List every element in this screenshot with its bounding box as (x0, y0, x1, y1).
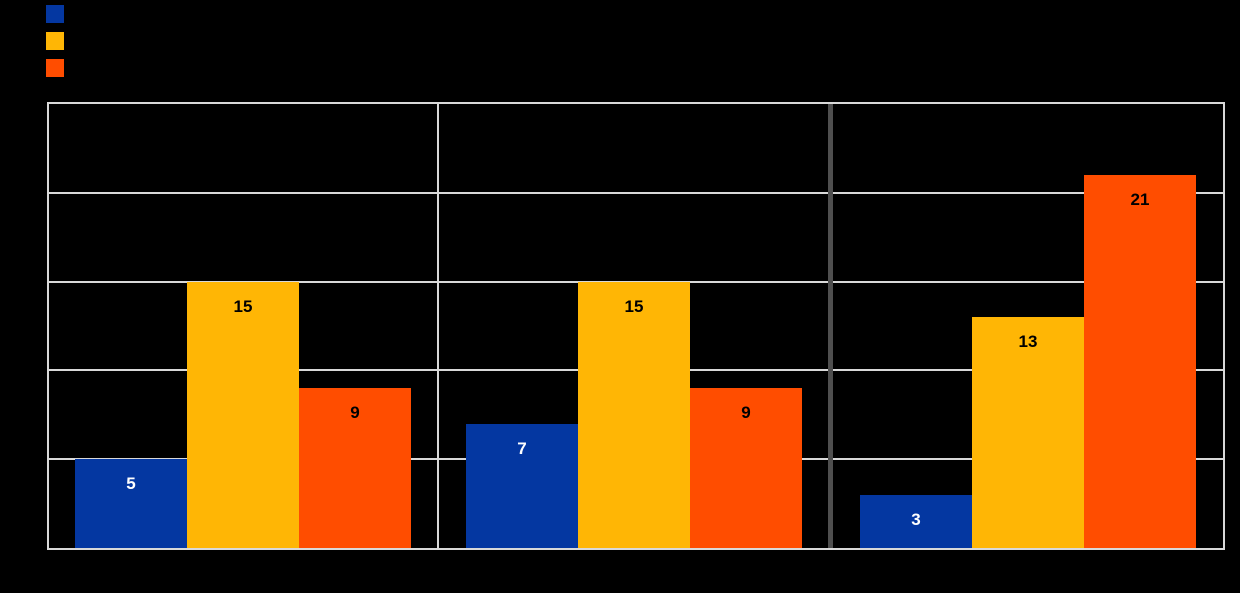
legend (46, 5, 72, 77)
legend-item-2 (46, 32, 72, 50)
bar-value-label: 5 (126, 474, 136, 493)
bar-value-label: 13 (1018, 332, 1038, 351)
bar-group3-series2: 13 (972, 317, 1084, 548)
bar-group2-series2: 15 (578, 282, 690, 548)
legend-item-1 (46, 5, 72, 23)
bar-group1-series2: 15 (187, 282, 299, 548)
plot-inner: 5 15 9 7 15 9 3 13 21 (49, 104, 1223, 548)
thick-group-divider (828, 104, 833, 548)
gridline (49, 191, 1223, 194)
bar-group2-series1: 7 (466, 424, 578, 548)
bar-group3-series3: 21 (1084, 175, 1196, 548)
legend-item-3 (46, 59, 72, 77)
bar-group1-series3: 9 (299, 388, 411, 548)
bar-value-label: 3 (911, 510, 921, 529)
bar-group3-series1: 3 (860, 495, 972, 548)
bar-value-label: 21 (1130, 190, 1150, 209)
bar-group1-series1: 5 (75, 459, 187, 548)
thin-group-divider (437, 104, 439, 548)
legend-swatch-icon (46, 32, 64, 50)
bar-value-label: 9 (741, 403, 751, 422)
bar-group2-series3: 9 (690, 388, 802, 548)
plot-area: 5 15 9 7 15 9 3 13 21 (47, 102, 1225, 550)
legend-swatch-icon (46, 5, 64, 23)
bar-value-label: 9 (350, 403, 360, 422)
bar-value-label: 15 (624, 297, 644, 316)
bar-value-label: 15 (233, 297, 253, 316)
legend-swatch-icon (46, 59, 64, 77)
gridline (49, 280, 1223, 283)
bar-value-label: 7 (517, 439, 527, 458)
